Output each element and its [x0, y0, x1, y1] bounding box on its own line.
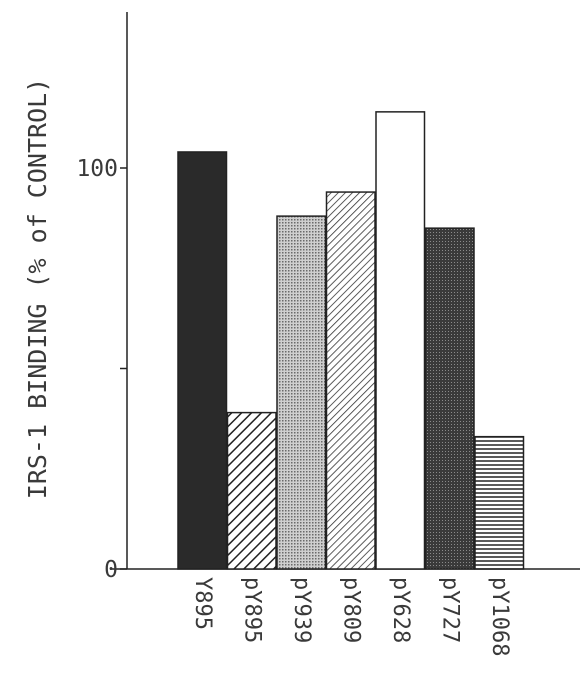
- bar-py895: [226, 411, 277, 570]
- category-label: pY939: [289, 577, 314, 643]
- category-label: pY809: [338, 577, 363, 643]
- y-tick-label: 0: [104, 557, 118, 583]
- category-label: Y895: [190, 577, 215, 630]
- y-tick-label: 100: [76, 156, 118, 182]
- y-axis-title: IRS-1 BINDING (% of CONTROL): [23, 78, 52, 499]
- bar-py628: [375, 111, 426, 570]
- axes: 0 100 IRS-1 BINDING (% of CONTROL): [23, 12, 580, 583]
- bars: [177, 111, 525, 570]
- bar-py809: [325, 191, 376, 570]
- category-label: pY1068: [487, 577, 512, 656]
- bar-py1068: [474, 435, 525, 570]
- bar-y895: [177, 151, 228, 570]
- bar-py939: [276, 215, 327, 570]
- category-label: pY895: [239, 577, 264, 643]
- bar-py727: [424, 227, 475, 570]
- category-label: pY727: [437, 577, 462, 643]
- category-label: pY628: [388, 577, 413, 643]
- labels: Y895 pY895 pY939 pY809 pY628 pY727 pY1068: [190, 577, 512, 656]
